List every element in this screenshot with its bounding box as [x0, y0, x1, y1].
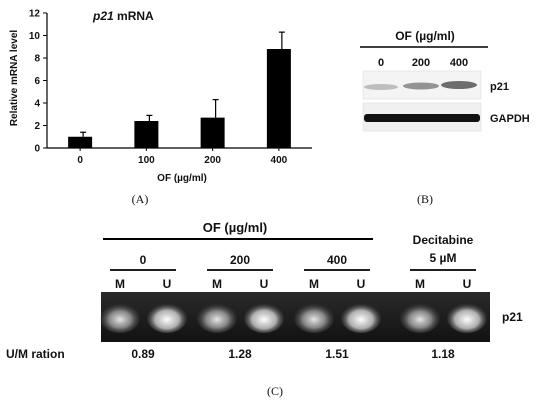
lane-label: U [163, 277, 172, 291]
y-tick-label: 0 [34, 144, 40, 155]
lane-label: U [260, 277, 269, 291]
y-tick-label: 2 [34, 121, 40, 132]
x-axis-label: OF (µg/ml) [157, 173, 207, 184]
x-tick-label: 400 [271, 155, 288, 166]
lane-label: M [115, 277, 125, 291]
group-label: 0 [140, 253, 147, 267]
gel-band [244, 303, 284, 333]
group-label: 200 [230, 253, 250, 267]
y-tick-label: 4 [34, 99, 40, 110]
blot-band [364, 84, 398, 90]
caption-b: (B) [417, 192, 433, 206]
decitabine-dose: 5 µM [430, 251, 457, 265]
bar [266, 49, 291, 148]
blot-band [441, 81, 477, 89]
panel-a-bar-chart: p21 mRNA Relative mRNA level 0 2 4 6 8 10 12 0… [9, 9, 312, 206]
gel-header: OF (µg/ml) [203, 220, 268, 235]
x-tick-label: 100 [138, 155, 155, 166]
lane-label: U [463, 277, 472, 291]
bars [68, 49, 291, 148]
chart-title-gene: p21 [92, 9, 114, 23]
chart-title-rest: mRNA [114, 9, 154, 23]
bar [200, 117, 225, 148]
blot-lane-label: 400 [450, 57, 468, 69]
lane-label: M [415, 277, 425, 291]
lane-label: M [309, 277, 319, 291]
ratio-label: U/M ration [6, 347, 65, 361]
gel-band [400, 303, 440, 333]
blot-band-label: p21 [490, 81, 509, 93]
gel-band [147, 303, 187, 333]
bar [68, 136, 93, 148]
panel-c-msp-gel: OF (µg/ml) 0 200 400 Decitabine 5 µM M U M… [6, 220, 523, 398]
gel-band [447, 303, 487, 333]
blot-band [403, 82, 439, 90]
panel-b-western-blot: OF (µg/ml) 0 200 400 p21 GAPDH (B) [360, 29, 530, 206]
ratio-value: 0.89 [131, 347, 155, 361]
ratio-value: 1.28 [228, 347, 252, 361]
y-tick-label: 10 [29, 31, 41, 42]
error-bars [80, 31, 285, 137]
group-label: 400 [327, 253, 347, 267]
gel-band [294, 303, 334, 333]
bar [134, 121, 159, 148]
caption-a: (A) [132, 192, 149, 206]
lane-label: U [357, 277, 366, 291]
y-tick-label: 12 [29, 9, 41, 20]
x-tick-label: 0 [77, 155, 83, 166]
gel-band [100, 303, 140, 333]
blot-band-label: GAPDH [490, 113, 530, 125]
lane-label: M [212, 277, 222, 291]
y-axis-label: Relative mRNA level [9, 30, 20, 127]
chart-title: p21 mRNA [92, 9, 154, 23]
x-tick-label: 200 [204, 155, 221, 166]
gel-bands [100, 303, 487, 333]
gel-band [341, 303, 381, 333]
ratio-value: 1.51 [325, 347, 349, 361]
gel-band [197, 303, 237, 333]
y-tick-label: 8 [34, 54, 40, 65]
blot-header: OF (µg/ml) [395, 29, 455, 43]
y-axis-ticks: 0 2 4 6 8 10 12 [29, 9, 47, 155]
decitabine-label: Decitabine [413, 233, 474, 247]
x-axis-tick-labels: 0 100 200 400 [77, 148, 288, 166]
blot-band [364, 114, 480, 122]
blot-lane-label: 200 [412, 57, 430, 69]
y-tick-label: 6 [34, 76, 40, 87]
blot-lane-label: 0 [378, 57, 384, 69]
gel-band-label: p21 [502, 310, 523, 324]
ratio-value: 1.18 [431, 347, 455, 361]
caption-c: (C) [267, 384, 283, 398]
